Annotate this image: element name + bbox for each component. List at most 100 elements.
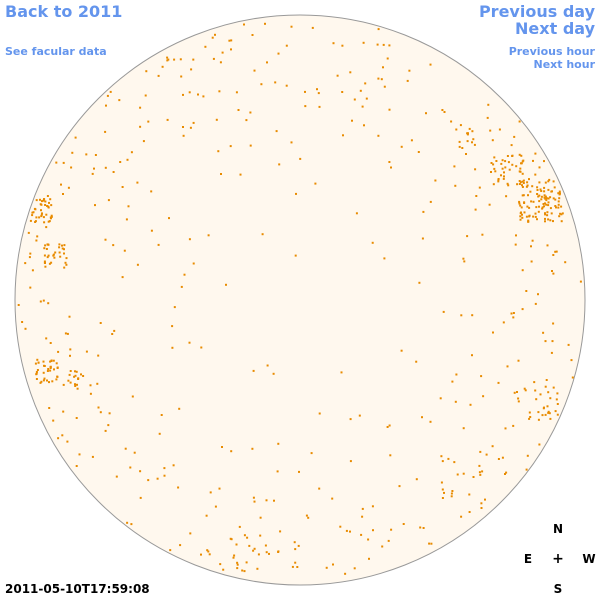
facula-dot <box>275 130 278 133</box>
facula-dot <box>118 99 121 102</box>
facula-dot <box>58 243 61 246</box>
facula-dot <box>485 453 488 456</box>
facula-dot <box>544 213 547 216</box>
facula-dot <box>430 542 433 545</box>
facula-dot <box>525 290 528 292</box>
facula-dot <box>549 196 552 199</box>
see-facular-data-link[interactable]: See facular data <box>5 45 107 58</box>
facula-dot <box>353 567 356 570</box>
facula-dot <box>494 170 497 173</box>
facula-dot <box>538 443 541 446</box>
facula-dot <box>534 302 537 305</box>
facula-dot <box>454 184 457 187</box>
facula-dot <box>493 156 496 159</box>
facula-dot <box>419 526 422 529</box>
facula-dot <box>82 375 85 377</box>
facula-dot <box>91 172 94 175</box>
facula-dot <box>67 186 70 189</box>
facula-dot <box>518 202 521 205</box>
next-day-link[interactable]: Next day <box>515 19 595 38</box>
facula-dot <box>173 58 176 61</box>
facula-dot <box>511 163 514 166</box>
facula-dot <box>317 92 320 95</box>
facula-dot <box>214 33 216 36</box>
facula-dot <box>168 217 170 220</box>
facula-dot <box>453 165 456 168</box>
facula-dot <box>49 367 52 369</box>
facula-dot <box>504 166 507 169</box>
facula-dot <box>94 204 96 207</box>
facula-dot <box>471 314 474 317</box>
facula-dot <box>552 272 555 275</box>
facula-dot <box>68 373 71 376</box>
facula-dot <box>505 471 508 474</box>
facula-dot <box>460 515 463 518</box>
facula-dot <box>462 427 465 430</box>
facula-dot <box>66 440 69 443</box>
facula-dot <box>554 250 557 253</box>
previous-day-link[interactable]: Previous day <box>478 2 595 21</box>
facula-dot <box>39 203 42 206</box>
facula-dot <box>545 197 548 200</box>
facula-dot <box>383 257 386 260</box>
facula-dot <box>109 90 112 93</box>
facula-dot <box>61 434 64 437</box>
facula-dot <box>521 172 524 175</box>
facula-dot <box>69 348 72 351</box>
facula-dot <box>579 280 582 283</box>
facula-dot <box>62 193 64 195</box>
facula-dot <box>318 105 321 108</box>
previous-hour-link[interactable]: Previous hour <box>508 45 595 58</box>
next-hour-link[interactable]: Next hour <box>533 58 596 71</box>
facula-dot <box>239 173 242 176</box>
facula-dot <box>536 193 539 195</box>
facula-dot <box>75 465 78 467</box>
facula-dot <box>245 561 248 564</box>
facula-dot <box>43 254 46 257</box>
facula-dot <box>38 216 41 219</box>
facula-dot <box>518 183 521 185</box>
facula-dot <box>534 173 537 176</box>
facula-dot <box>466 235 469 238</box>
facula-dot <box>466 133 469 136</box>
facula-dot <box>550 190 553 193</box>
facula-dot <box>521 186 524 188</box>
facula-dot <box>311 26 314 29</box>
facula-dot <box>434 179 437 182</box>
facula-dot <box>206 549 209 552</box>
facula-dot <box>69 370 72 372</box>
facula-dot <box>230 48 232 51</box>
facula-dot <box>523 387 526 390</box>
facula-dot <box>261 233 264 236</box>
facula-dot <box>543 196 546 199</box>
facula-dot <box>296 566 299 568</box>
facula-dot <box>253 69 256 72</box>
facula-dot <box>480 507 483 509</box>
facula-dot <box>521 216 524 219</box>
facula-dot <box>557 206 560 209</box>
facula-dot <box>388 108 391 111</box>
facula-dot <box>66 332 69 335</box>
facula-dot <box>481 233 484 236</box>
facula-dot <box>501 159 504 162</box>
facula-dot <box>108 412 111 415</box>
facula-dot <box>556 413 559 416</box>
facula-dot <box>468 127 471 130</box>
facula-dot <box>230 450 233 453</box>
facula-dot <box>450 492 453 495</box>
facula-dot <box>44 200 47 203</box>
facula-dot <box>35 372 38 375</box>
facula-dot <box>253 500 256 503</box>
back-to-year-link[interactable]: Back to 2011 <box>5 2 123 21</box>
facula-dot <box>390 166 392 169</box>
facula-dot <box>24 327 27 330</box>
facula-dot <box>515 165 518 168</box>
facula-dot <box>121 186 124 188</box>
facula-dot <box>104 238 107 241</box>
facula-dot <box>458 145 461 148</box>
facula-dot <box>39 300 42 303</box>
facula-dot <box>491 445 494 448</box>
facula-dot <box>49 365 52 368</box>
facula-dot <box>402 523 405 525</box>
facula-dot <box>290 25 293 28</box>
